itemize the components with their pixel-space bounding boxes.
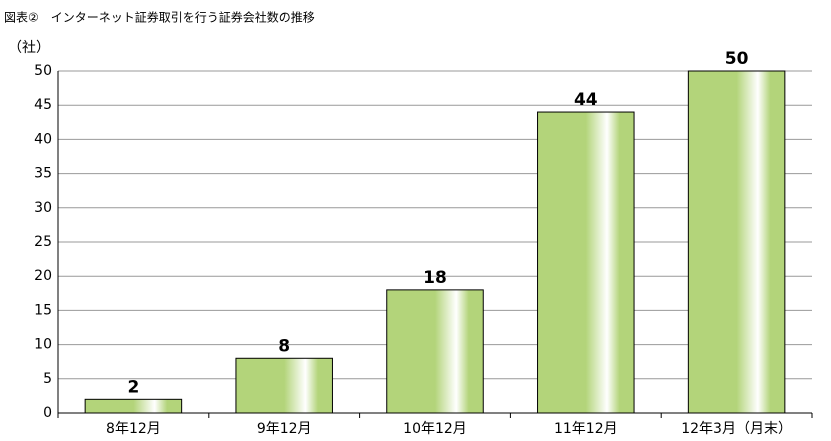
bar bbox=[687, 70, 786, 414]
y-tick-label: 0 bbox=[43, 405, 52, 421]
bar bbox=[537, 111, 635, 414]
y-tick-label: 30 bbox=[34, 200, 52, 216]
data-label: 8 bbox=[278, 336, 290, 356]
bar bbox=[235, 357, 333, 414]
bar bbox=[84, 398, 183, 414]
y-tick-label: 40 bbox=[34, 131, 52, 147]
y-tick-label: 15 bbox=[34, 302, 52, 318]
y-tick-label: 20 bbox=[34, 268, 52, 284]
data-label: 50 bbox=[725, 49, 749, 69]
y-tick-label: 45 bbox=[34, 97, 52, 113]
chart-title: 図表② インターネット証券取引を行う証券会社数の推移 bbox=[4, 10, 315, 25]
x-tick-label: 10年12月 bbox=[403, 421, 467, 437]
y-tick-label: 25 bbox=[34, 234, 52, 250]
bar bbox=[386, 289, 484, 414]
x-tick-label: 8年12月 bbox=[106, 421, 161, 437]
x-tick-label: 9年12月 bbox=[257, 421, 312, 437]
y-tick-label: 5 bbox=[43, 371, 52, 387]
y-tick-label: 50 bbox=[34, 63, 52, 79]
data-label: 18 bbox=[423, 268, 447, 288]
x-tick-label: 11年12月 bbox=[554, 421, 618, 437]
y-axis-label: （社） bbox=[8, 40, 50, 56]
data-label: 44 bbox=[574, 90, 598, 110]
y-tick-label: 35 bbox=[34, 166, 52, 182]
data-label: 2 bbox=[127, 377, 139, 397]
y-tick-label: 10 bbox=[34, 337, 52, 353]
x-tick-label: 12年3月（月末） bbox=[681, 421, 792, 437]
